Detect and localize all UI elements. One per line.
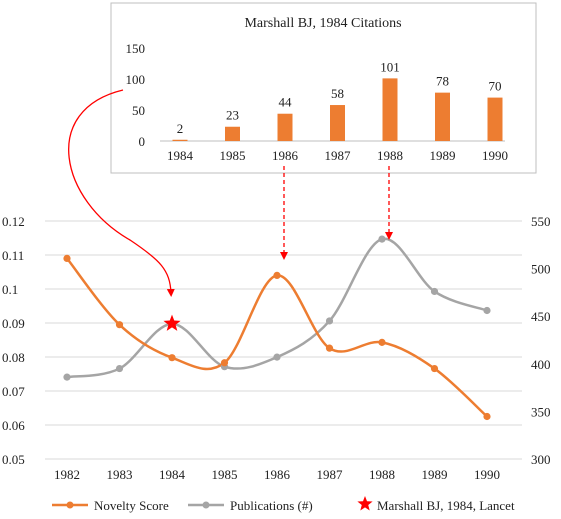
right-y-tick-label: 450 xyxy=(531,309,551,324)
arrow-1984-curve xyxy=(68,89,175,297)
publications-line xyxy=(66,237,488,379)
left-y-tick-label: 0.06 xyxy=(2,418,25,433)
x-tick-label: 1989 xyxy=(422,467,448,482)
inset-x-tick-label: 1985 xyxy=(220,148,246,163)
inset-frame xyxy=(110,2,537,174)
left-y-tick-label: 0.12 xyxy=(2,214,25,229)
star-marker-shape xyxy=(163,314,181,331)
novelty-score-point xyxy=(168,354,176,362)
inset-x-tick-label: 1990 xyxy=(482,148,508,163)
right-y-axis: 300 350 400 450 500 550 xyxy=(531,214,551,467)
inset-title: Marshall BJ, 1984 Citations xyxy=(244,16,401,31)
x-tick-label: 1982 xyxy=(54,467,80,482)
inset-y-axis: 0 50 100 150 xyxy=(126,41,146,149)
legend-marshall-label: Marshall BJ, 1984, Lancet xyxy=(377,498,515,513)
x-tick-label: 1990 xyxy=(474,467,500,482)
right-y-tick-label: 300 xyxy=(531,452,551,467)
novelty-score-point xyxy=(430,364,439,373)
inset-bar xyxy=(172,139,188,141)
inset-bar-value-label: 78 xyxy=(436,74,449,89)
legend-publications-label: Publications (#) xyxy=(230,498,313,513)
novelty-score-point xyxy=(378,338,386,346)
main-gridlines xyxy=(45,220,522,460)
inset-bar-value-label: 58 xyxy=(331,86,344,101)
x-tick-label: 1985 xyxy=(212,467,238,482)
series-points xyxy=(63,235,491,421)
x-tick-label: 1983 xyxy=(107,467,133,482)
inset-y-tick-label: 0 xyxy=(139,134,146,149)
publications-point xyxy=(325,317,334,325)
novelty-score-point xyxy=(273,271,281,279)
legend-novelty-marker xyxy=(66,501,74,509)
legend-novelty: Novelty Score xyxy=(52,498,169,513)
inset-bar-value-label: 101 xyxy=(380,59,400,74)
inset-bar xyxy=(487,97,503,141)
inset-x-axis: 1984 1985 1986 1987 1988 1989 1990 xyxy=(167,148,508,163)
novelty-score-point xyxy=(325,344,334,352)
legend-star-icon xyxy=(357,496,373,511)
left-y-tick-label: 0.09 xyxy=(2,316,25,331)
publications-point xyxy=(378,235,386,243)
main-x-axis: 1982 1983 1984 1985 1986 1987 1988 1989 1990 xyxy=(54,467,500,482)
inset-x-tick-label: 1984 xyxy=(167,148,194,163)
inset-bar-value-label: 23 xyxy=(226,108,239,123)
main-line-chart: 0.05 0.06 0.07 0.08 0.09 0.1 0.11 0.12 300 350 40… xyxy=(2,214,551,482)
inset-y-tick-label: 150 xyxy=(126,41,146,56)
right-y-tick-label: 550 xyxy=(531,214,551,229)
inset-bar-value-label: 44 xyxy=(279,95,293,110)
inset-bar xyxy=(382,78,398,141)
publications-point xyxy=(115,364,124,373)
x-tick-label: 1986 xyxy=(264,467,291,482)
x-tick-label: 1984 xyxy=(159,467,186,482)
left-y-tick-label: 0.08 xyxy=(2,350,25,365)
inset-bar xyxy=(277,113,293,141)
right-y-tick-label: 350 xyxy=(531,404,551,419)
series-lines xyxy=(66,237,488,418)
right-y-tick-label: 500 xyxy=(531,262,551,277)
legend-novelty-label: Novelty Score xyxy=(94,498,169,513)
legend-publications-marker xyxy=(202,501,210,509)
inset-bar-value-label: 70 xyxy=(489,79,502,94)
publications-point xyxy=(483,306,491,315)
publications-point xyxy=(273,353,281,361)
inset-bars: 2 23 44 58 101 78 70 xyxy=(172,59,503,141)
inset-x-tick-label: 1989 xyxy=(430,148,456,163)
left-y-axis: 0.05 0.06 0.07 0.08 0.09 0.1 0.11 0.12 xyxy=(2,214,25,467)
publications-point xyxy=(63,373,71,381)
novelty-score-point xyxy=(63,254,71,262)
inset-bar-value-label: 2 xyxy=(177,121,184,136)
inset-y-tick-label: 100 xyxy=(126,72,146,87)
marshall-star-marker xyxy=(163,314,181,331)
inset-bar xyxy=(435,92,450,141)
legend-marshall: Marshall BJ, 1984, Lancet xyxy=(357,496,515,513)
publications-point xyxy=(430,287,439,296)
inset-x-tick-label: 1986 xyxy=(272,148,299,163)
inset-x-tick-label: 1988 xyxy=(377,148,403,163)
inset-bar xyxy=(330,105,345,141)
left-y-tick-label: 0.11 xyxy=(2,248,24,263)
right-y-tick-label: 400 xyxy=(531,357,551,372)
novelty-score-point xyxy=(115,321,124,329)
legend-publications: Publications (#) xyxy=(188,498,313,513)
left-y-tick-label: 0.05 xyxy=(2,452,25,467)
x-tick-label: 1988 xyxy=(369,467,395,482)
inset-y-tick-label: 50 xyxy=(132,103,145,118)
novelty-score-point xyxy=(483,412,491,421)
x-tick-label: 1987 xyxy=(317,467,344,482)
inset-x-tick-label: 1987 xyxy=(325,148,352,163)
novelty-score-point xyxy=(220,359,229,367)
annotation-arrows xyxy=(68,89,393,297)
inset-bar xyxy=(225,126,240,141)
legend: Novelty Score Publications (#) Marshall … xyxy=(52,496,515,513)
left-y-tick-label: 0.07 xyxy=(2,384,25,399)
left-y-tick-label: 0.1 xyxy=(2,282,18,297)
